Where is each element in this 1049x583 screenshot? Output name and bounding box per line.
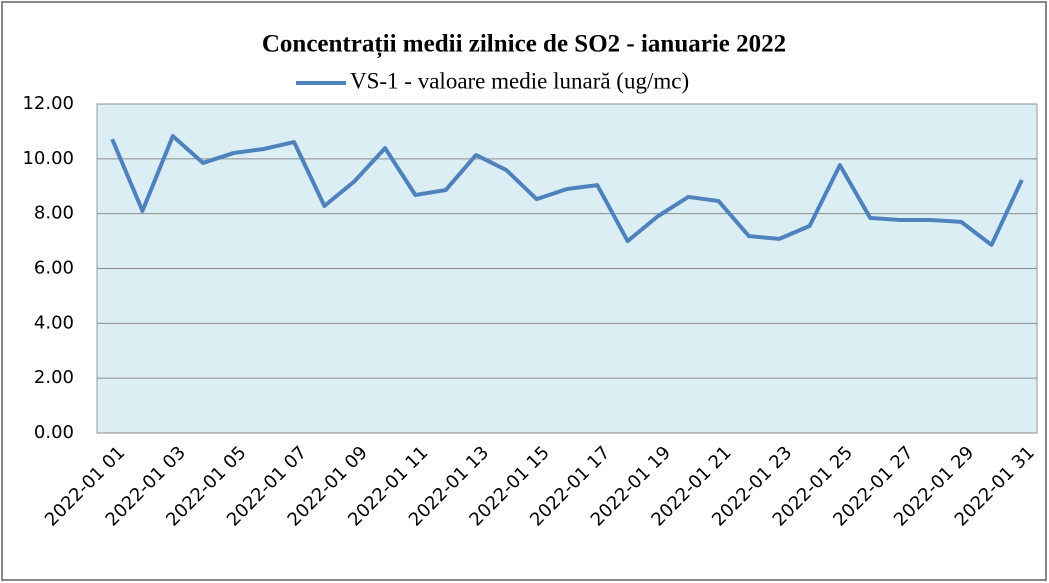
y-tick-label: 0.00 xyxy=(34,422,74,443)
legend-label: VS-1 - valoare medie lunară (ug/mc) xyxy=(350,68,689,93)
y-tick-label: 6.00 xyxy=(34,258,74,279)
y-tick-label: 12.00 xyxy=(22,93,74,114)
y-tick-label: 4.00 xyxy=(34,312,74,333)
chart-title: Concentrații medii zilnice de SO2 - ianu… xyxy=(262,31,786,59)
y-tick-label: 8.00 xyxy=(34,203,74,224)
data-line xyxy=(110,134,1024,247)
y-tick-label: 10.00 xyxy=(22,148,74,169)
y-tick-label: 2.00 xyxy=(34,367,74,388)
